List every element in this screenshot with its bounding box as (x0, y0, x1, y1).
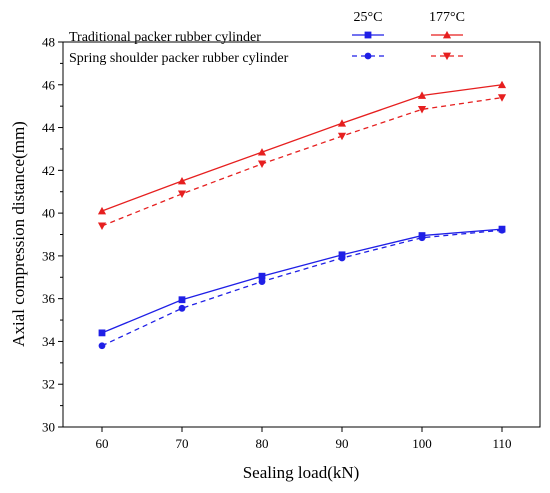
x-tick-label: 100 (412, 436, 432, 451)
series-layer (97, 80, 507, 350)
y-tick-label: 36 (42, 291, 56, 306)
y-tick-label: 34 (42, 334, 56, 349)
legend-marker (442, 30, 452, 39)
series-1 (98, 226, 506, 350)
y-tick-label: 32 (42, 377, 55, 392)
data-point (178, 304, 186, 312)
data-point (177, 190, 187, 198)
data-point (257, 148, 267, 156)
data-point (417, 105, 427, 114)
data-point (258, 272, 266, 280)
y-tick-label: 44 (42, 120, 56, 135)
legend-row-label-traditional: Traditional packer rubber cylinder (69, 30, 261, 45)
x-tick-label: 110 (492, 436, 511, 451)
y-tick-label: 48 (42, 35, 55, 50)
series-2 (97, 80, 507, 215)
y-axis-title: Axial compression distance(mm) (9, 121, 28, 347)
data-point (338, 254, 346, 262)
x-axis-title: Sealing load(kN) (243, 463, 360, 482)
legend-col-label-25: 25°C (354, 10, 383, 25)
series-line (101, 228, 503, 334)
series-line (101, 96, 503, 227)
y-tick-label: 46 (42, 77, 56, 92)
data-point (497, 80, 507, 89)
data-point (177, 176, 187, 185)
legend-marker (364, 31, 372, 39)
data-point (178, 296, 186, 304)
data-point (98, 342, 106, 350)
plot-frame (62, 41, 541, 428)
series-3 (97, 94, 507, 231)
legend-marker (364, 52, 372, 60)
data-point (417, 91, 427, 99)
data-point (337, 119, 347, 127)
data-point (257, 160, 267, 168)
data-point (498, 226, 506, 234)
data-point (97, 206, 107, 215)
y-tick-label: 40 (42, 206, 55, 221)
x-tick-label: 60 (96, 436, 109, 451)
y-tick-label: 42 (42, 163, 55, 178)
x-tick-label: 80 (256, 436, 269, 451)
series-line (101, 229, 503, 347)
x-axis: 60 70 80 90 100 110 (96, 427, 512, 451)
legend: 25°C 177°C Traditional packer rubber cyl… (69, 10, 465, 66)
y-tick-label: 30 (42, 420, 55, 435)
data-point (97, 222, 107, 231)
data-point (337, 132, 347, 141)
data-point (98, 329, 106, 337)
legend-row-label-spring: Spring shoulder packer rubber cylinder (69, 51, 289, 66)
series-0 (98, 225, 506, 337)
legend-samples (352, 30, 463, 61)
data-point (418, 234, 426, 242)
data-point (497, 94, 507, 102)
legend-marker (442, 52, 452, 61)
y-tick-label: 38 (42, 248, 55, 263)
x-tick-label: 70 (176, 436, 189, 451)
legend-col-label-177: 177°C (429, 10, 465, 25)
x-tick-label: 90 (336, 436, 349, 451)
data-point (258, 278, 266, 285)
series-line (101, 84, 503, 212)
y-axis: 30 32 34 36 38 40 42 44 46 48 (42, 35, 63, 435)
